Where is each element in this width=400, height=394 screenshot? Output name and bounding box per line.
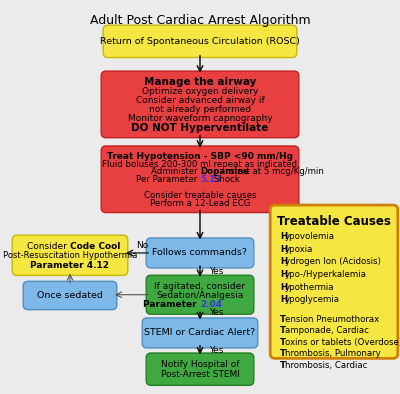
Text: T: T — [280, 349, 286, 358]
Text: Notify Hospital of: Notify Hospital of — [161, 360, 239, 369]
Text: H: H — [280, 282, 287, 292]
Text: H: H — [280, 232, 287, 241]
FancyBboxPatch shape — [270, 205, 398, 359]
Text: Monitor waveform capnography: Monitor waveform capnography — [128, 114, 272, 123]
Text: H: H — [280, 270, 287, 279]
Text: T: T — [280, 315, 286, 324]
Text: If agitated, consider: If agitated, consider — [154, 282, 246, 291]
Text: Parameter: Parameter — [143, 299, 200, 309]
Text: T: T — [280, 338, 286, 347]
Text: Post-Resuscitation Hypothermia: Post-Resuscitation Hypothermia — [3, 251, 137, 260]
Text: Shock: Shock — [211, 175, 240, 184]
Text: H: H — [280, 257, 287, 266]
Text: Code Cool: Code Cool — [70, 242, 120, 251]
FancyBboxPatch shape — [103, 25, 297, 58]
Text: Optimize oxygen delivery: Optimize oxygen delivery — [142, 87, 258, 96]
Text: Yes: Yes — [209, 268, 223, 276]
Text: ension Pneumothorax: ension Pneumothorax — [285, 315, 379, 324]
Text: ypovolemia: ypovolemia — [285, 232, 335, 241]
Text: 5.13: 5.13 — [200, 175, 221, 184]
Text: Dopamine: Dopamine — [200, 167, 249, 177]
FancyBboxPatch shape — [12, 235, 128, 275]
Text: Yes: Yes — [209, 308, 223, 316]
Text: STEMI or Cardiac Alert?: STEMI or Cardiac Alert? — [144, 329, 256, 337]
Text: not already performed: not already performed — [149, 105, 251, 114]
Text: DO NOT Hyperventilate: DO NOT Hyperventilate — [131, 123, 269, 132]
FancyBboxPatch shape — [146, 275, 254, 314]
Text: Treat Hypotension - SBP <90 mm/Hg: Treat Hypotension - SBP <90 mm/Hg — [107, 152, 293, 161]
Text: Consider treatable causes: Consider treatable causes — [144, 191, 256, 200]
Text: start at 5 mcg/Kg/min: start at 5 mcg/Kg/min — [227, 167, 324, 177]
Text: Fluid boluses 200-300 ml repeat as indicated: Fluid boluses 200-300 ml repeat as indic… — [102, 160, 298, 169]
Text: T: T — [280, 326, 286, 335]
Text: hrombosis, Cardiac: hrombosis, Cardiac — [285, 361, 367, 370]
Text: ypoxia: ypoxia — [285, 245, 313, 254]
Text: 2.04: 2.04 — [200, 299, 222, 309]
Text: ydrogen Ion (Acidosis): ydrogen Ion (Acidosis) — [285, 257, 381, 266]
Text: Sedation/Analgesia: Sedation/Analgesia — [156, 291, 244, 300]
Text: Administer: Administer — [151, 167, 200, 177]
Text: Consider: Consider — [27, 242, 70, 251]
Text: Post-Arrest STEMI: Post-Arrest STEMI — [160, 370, 240, 379]
FancyBboxPatch shape — [101, 146, 299, 213]
Text: Parameter 4.12: Parameter 4.12 — [30, 260, 110, 269]
Text: Per Parameter: Per Parameter — [136, 175, 200, 184]
Text: Once sedated: Once sedated — [37, 291, 103, 300]
Text: No: No — [136, 241, 148, 250]
Text: Perform a 12-Lead ECG: Perform a 12-Lead ECG — [150, 199, 250, 208]
Text: ypothermia: ypothermia — [285, 282, 334, 292]
Text: H: H — [280, 245, 287, 254]
Text: oxins or tablets (Overdose): oxins or tablets (Overdose) — [285, 338, 400, 347]
Text: ypo-/Hyperkalemia: ypo-/Hyperkalemia — [285, 270, 367, 279]
FancyBboxPatch shape — [101, 71, 299, 138]
Text: Consider advanced airway if: Consider advanced airway if — [136, 96, 264, 105]
Text: hrombosis, Pulmonary: hrombosis, Pulmonary — [285, 349, 381, 358]
Text: Follows commands?: Follows commands? — [152, 249, 248, 257]
Text: H: H — [280, 295, 287, 304]
Text: Treatable Causes: Treatable Causes — [277, 215, 391, 228]
FancyBboxPatch shape — [146, 353, 254, 385]
FancyBboxPatch shape — [142, 318, 258, 348]
FancyBboxPatch shape — [146, 238, 254, 268]
Text: Return of Spontaneous Circulation (ROSC): Return of Spontaneous Circulation (ROSC) — [100, 37, 300, 46]
Text: Manage the airway: Manage the airway — [144, 77, 256, 87]
Text: Adult Post Cardiac Arrest Algorithm: Adult Post Cardiac Arrest Algorithm — [90, 14, 310, 27]
FancyBboxPatch shape — [23, 281, 117, 310]
Text: Yes: Yes — [209, 346, 223, 355]
Text: T: T — [280, 361, 286, 370]
Text: ypoglycemia: ypoglycemia — [285, 295, 340, 304]
Text: amponade, Cardiac: amponade, Cardiac — [285, 326, 369, 335]
